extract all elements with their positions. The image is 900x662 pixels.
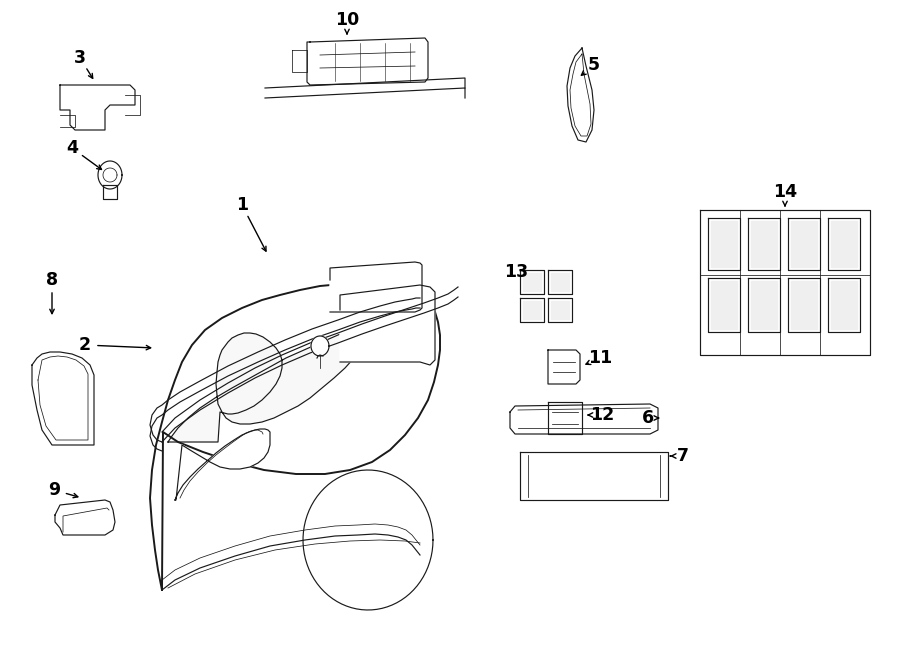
Text: 7: 7 [677,447,689,465]
Polygon shape [265,78,465,98]
Polygon shape [748,278,780,332]
Polygon shape [567,48,594,142]
Polygon shape [303,470,433,610]
Text: 9: 9 [48,481,60,499]
Polygon shape [708,218,740,270]
Polygon shape [751,221,777,267]
Polygon shape [520,270,544,294]
Polygon shape [103,185,117,199]
Polygon shape [831,281,857,329]
Polygon shape [548,270,572,294]
Polygon shape [828,278,860,332]
Polygon shape [828,218,860,270]
Polygon shape [548,402,582,434]
Polygon shape [340,285,435,365]
Polygon shape [551,301,569,319]
Polygon shape [330,262,422,312]
Text: 12: 12 [590,406,614,424]
Text: 1: 1 [236,196,248,214]
Text: 4: 4 [66,139,78,157]
Text: 2: 2 [79,336,91,354]
Polygon shape [60,85,135,130]
Polygon shape [311,336,329,356]
Polygon shape [510,404,658,434]
Polygon shape [307,38,428,85]
Polygon shape [748,218,780,270]
Polygon shape [523,273,541,291]
Polygon shape [788,278,820,332]
Polygon shape [711,221,737,267]
Polygon shape [98,161,122,189]
Polygon shape [788,218,820,270]
Polygon shape [708,278,740,332]
Polygon shape [791,221,817,267]
Polygon shape [831,221,857,267]
Polygon shape [55,500,115,535]
Polygon shape [150,282,440,590]
Text: 3: 3 [74,49,86,67]
Polygon shape [711,281,737,329]
Text: 5: 5 [588,56,600,74]
Polygon shape [520,298,544,322]
Polygon shape [32,352,94,445]
Polygon shape [551,273,569,291]
Polygon shape [520,452,668,500]
Polygon shape [751,281,777,329]
Text: 14: 14 [773,183,797,201]
Polygon shape [292,50,307,72]
Text: 8: 8 [46,271,58,289]
Polygon shape [548,350,580,384]
Text: 11: 11 [588,349,612,367]
Polygon shape [548,298,572,322]
Text: 10: 10 [335,11,359,29]
Polygon shape [175,429,270,500]
Text: 6: 6 [642,409,654,427]
Polygon shape [523,301,541,319]
Text: 13: 13 [504,263,528,281]
Polygon shape [700,210,870,355]
Polygon shape [168,322,374,442]
Polygon shape [791,281,817,329]
